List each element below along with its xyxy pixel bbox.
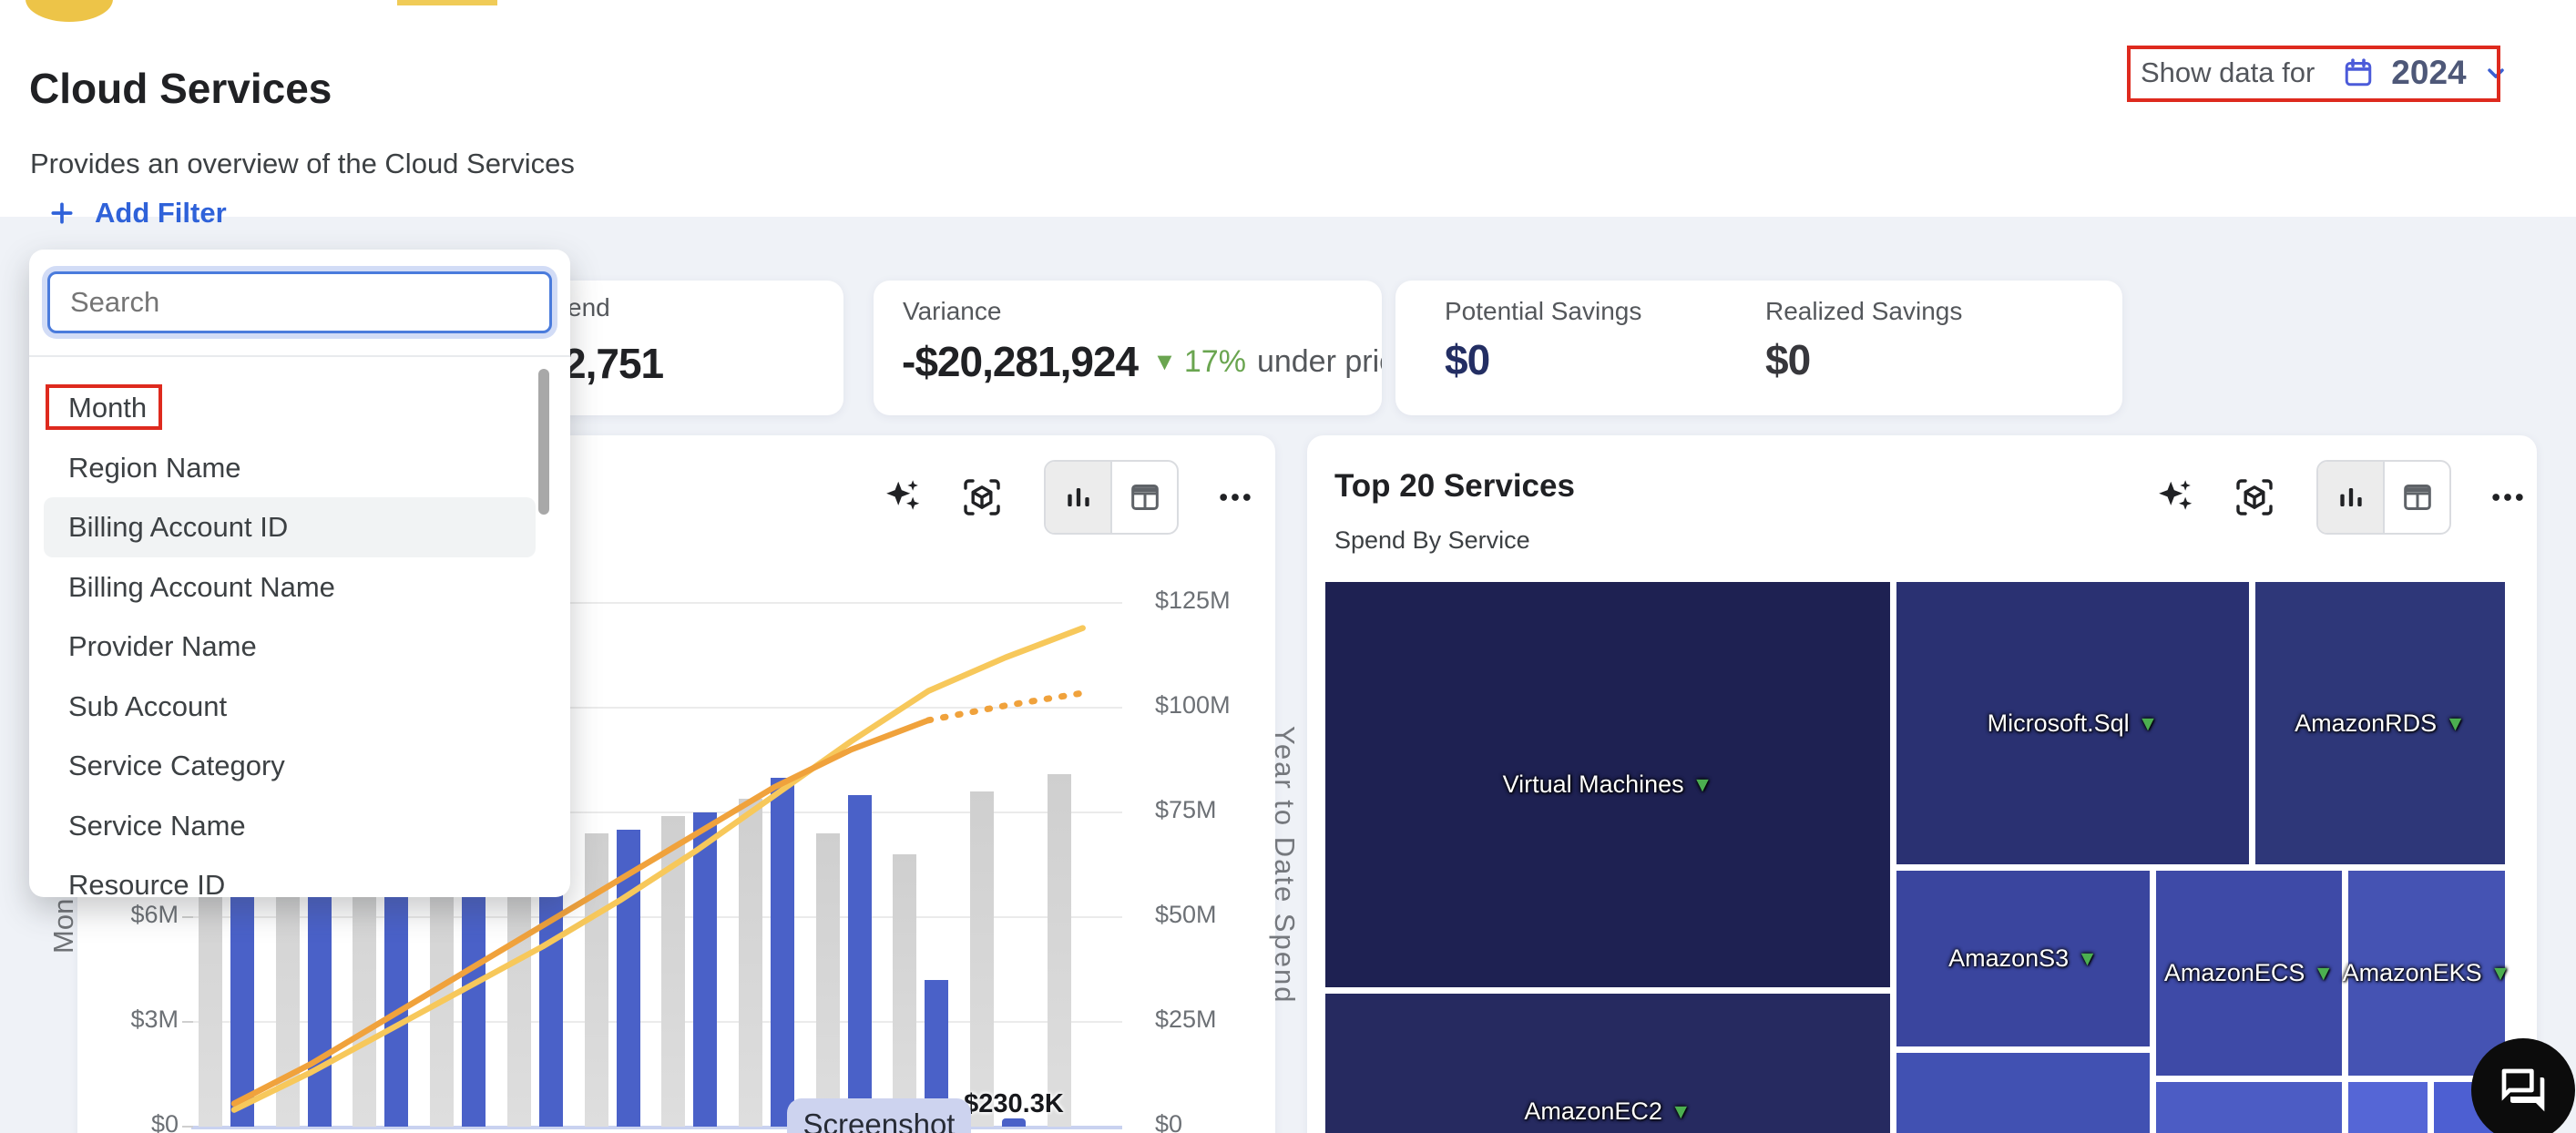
filter-item-sub-account[interactable]: Sub Account [29, 677, 570, 737]
more-options-icon[interactable] [2488, 477, 2528, 517]
treemap-label: AmazonEC2▼ [1524, 1097, 1691, 1126]
down-triangle-icon: ▼ [1692, 772, 1713, 797]
treemap-label: Virtual Machines▼ [1503, 771, 1713, 799]
bar-prior-month-9[interactable] [816, 833, 840, 1127]
bar-prior-month-7[interactable] [661, 816, 685, 1127]
period-selector[interactable]: Show data for 2024 [2141, 51, 2509, 95]
brand-logo-fragment [397, 0, 497, 5]
bar-current-month-9[interactable] [848, 795, 872, 1127]
right-axis-tick-label: $25M [1155, 1005, 1217, 1034]
right-axis-tick-label: $125M [1155, 587, 1231, 615]
page-title: Cloud Services [29, 64, 332, 113]
treemap-block-amazoneks[interactable]: AmazonEKS▼ [2348, 871, 2505, 1076]
add-filter-label: Add Filter [95, 197, 227, 230]
treemap-block-virtual-machines[interactable]: Virtual Machines▼ [1325, 582, 1890, 987]
down-triangle-icon: ▼ [1671, 1099, 1692, 1124]
right-axis-tick-label: $50M [1155, 901, 1217, 929]
page-header: Cloud Services Provides an overview of t… [0, 0, 2576, 217]
treemap-block-amazonec2[interactable]: AmazonEC2▼ [1325, 994, 1890, 1133]
ai-sparkles-icon[interactable] [2154, 476, 2196, 518]
filter-item-service-category[interactable]: Service Category [29, 736, 570, 796]
down-triangle-icon: ▼ [2490, 961, 2511, 985]
period-selector-label: Show data for [2141, 56, 2315, 89]
right-axis-tick-label: $100M [1155, 691, 1231, 720]
dashboard-page: Cloud Services Provides an overview of t… [0, 0, 2576, 1133]
dropdown-divider [29, 355, 570, 357]
calendar-icon [2342, 56, 2375, 89]
screenshot-button[interactable]: Screenshot [787, 1098, 971, 1133]
down-triangle-icon: ▼ [2313, 961, 2334, 985]
chat-bubbles-icon [2498, 1065, 2549, 1116]
filter-item-billing-account-id[interactable]: Billing Account ID [44, 497, 536, 557]
bar-prior-month-12[interactable] [1048, 774, 1071, 1127]
top-services-toolbar [2154, 460, 2528, 535]
filter-item-month[interactable]: Month [29, 378, 570, 438]
left-axis-tick-mark [182, 1126, 193, 1128]
treemap-block-amazonecs[interactable]: AmazonECS▼ [2156, 871, 2342, 1076]
bar-prior-month-6[interactable] [585, 833, 608, 1127]
left-axis-tick-label: $3M [55, 1005, 179, 1034]
right-axis-tick-label: $75M [1155, 796, 1217, 824]
add-filter-button[interactable]: Add Filter [49, 197, 227, 230]
spend-chart-toolbar [882, 460, 1255, 535]
bar-current-month-8[interactable] [771, 778, 794, 1127]
treemap-label: Microsoft.Sql▼ [1988, 709, 2159, 738]
down-triangle-icon: ▼ [2445, 711, 2466, 736]
y-axis-title-ytd: Year to Date Spend [1250, 601, 1301, 1129]
more-options-icon[interactable] [1215, 477, 1255, 517]
treemap-block-amazonrds[interactable]: AmazonRDS▼ [2255, 582, 2505, 864]
brand-logo-fragment [26, 0, 113, 22]
filter-item-resource-id[interactable]: Resource ID [29, 855, 570, 897]
bar-current-month-11[interactable] [1002, 1118, 1026, 1127]
filter-list: MonthRegion NameBilling Account IDBillin… [29, 378, 570, 897]
down-triangle-icon: ▼ [2138, 711, 2159, 736]
bar-chart-view-button[interactable] [1046, 462, 1110, 533]
table-view-button[interactable] [2383, 462, 2449, 533]
chat-fab[interactable] [2471, 1038, 2575, 1133]
bar-current-month-6[interactable] [617, 830, 640, 1127]
treemap-label: AmazonECS▼ [2164, 959, 2334, 987]
bar-chart-view-button[interactable] [2318, 462, 2383, 533]
chevron-down-icon [2483, 60, 2509, 86]
top-services-treemap: Virtual Machines▼ AmazonEC2▼ Microsoft.Sql… [1325, 582, 2505, 1133]
treemap-block[interactable] [2156, 1082, 2342, 1133]
treemap-block[interactable] [2348, 1082, 2428, 1133]
page-subtitle: Provides an overview of the Cloud Servic… [30, 148, 575, 180]
left-axis-tick-mark [182, 916, 193, 918]
bar-prior-month-11[interactable] [970, 791, 994, 1127]
treemap-label: AmazonRDS▼ [2295, 709, 2466, 738]
view-toggle [2316, 460, 2451, 535]
filter-dropdown: MonthRegion NameBilling Account IDBillin… [29, 250, 570, 897]
left-axis-tick-mark [182, 1021, 193, 1023]
treemap-label: AmazonS3▼ [1948, 944, 2098, 973]
bar-prior-month-8[interactable] [739, 799, 762, 1127]
ai-sparkles-icon[interactable] [882, 476, 924, 518]
filter-item-provider-name[interactable]: Provider Name [29, 617, 570, 677]
filter-item-region-name[interactable]: Region Name [29, 438, 570, 498]
treemap-block[interactable] [1896, 1053, 2150, 1133]
table-view-button[interactable] [1110, 462, 1177, 533]
search-input[interactable] [47, 271, 552, 333]
explore-cube-icon[interactable] [960, 475, 1004, 519]
plus-icon [49, 200, 75, 226]
right-axis-tick-label: $0 [1155, 1110, 1182, 1133]
down-triangle-icon: ▼ [2077, 946, 2098, 971]
treemap-label: AmazonEKS▼ [2343, 959, 2511, 987]
explore-cube-icon[interactable] [2233, 475, 2276, 519]
dropdown-scrollbar[interactable] [538, 369, 549, 515]
period-selector-value: 2024 [2391, 54, 2466, 92]
treemap-block-microsoft-sql[interactable]: Microsoft.Sql▼ [1896, 582, 2249, 864]
view-toggle [1044, 460, 1179, 535]
filter-item-service-name[interactable]: Service Name [29, 796, 570, 856]
bar-prior-month-10[interactable] [893, 854, 916, 1127]
treemap-block-amazons3[interactable]: AmazonS3▼ [1896, 871, 2150, 1046]
filter-item-billing-account-name[interactable]: Billing Account Name [29, 557, 570, 618]
left-axis-tick-label: $0 [55, 1110, 179, 1133]
bar-current-month-7[interactable] [693, 812, 717, 1127]
